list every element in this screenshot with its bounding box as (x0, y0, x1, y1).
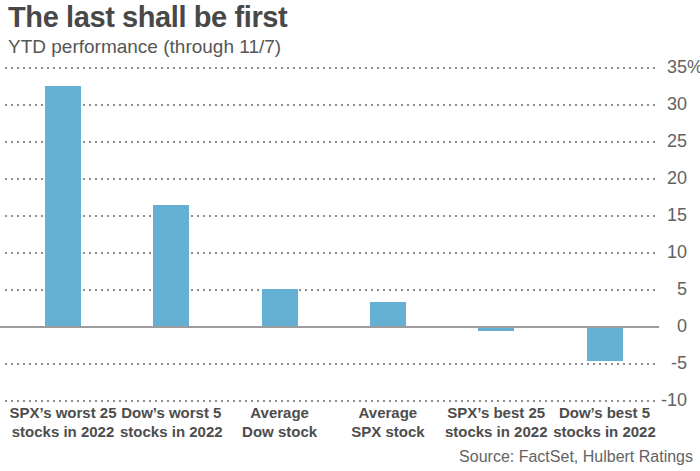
zero-axis-line (0, 326, 659, 328)
y-tick-label: 30 (667, 94, 687, 115)
plot-area: 35%302520151050-5-10SPX’s worst 25stocks… (0, 0, 700, 471)
y-tick-label: 35% (667, 57, 687, 78)
source-credit: Source: FactSet, Hulbert Ratings (459, 448, 693, 466)
category-label-line: Average (326, 403, 450, 422)
category-label: AverageSPX stock (326, 403, 450, 441)
y-tick-label: 15 (667, 205, 687, 226)
gridline (5, 400, 658, 402)
chart-card: The last shall be first YTD performance … (0, 0, 700, 471)
bar (153, 205, 189, 327)
category-label: AverageDow stock (218, 403, 342, 441)
gridline (5, 363, 658, 365)
bar (587, 327, 623, 361)
category-label-line: stocks in 2022 (543, 422, 667, 441)
category-label-line: Dow stock (218, 422, 342, 441)
category-label-line: SPX’s best 25 (434, 403, 558, 422)
gridline (5, 104, 658, 106)
gridline (5, 141, 658, 143)
gridline (5, 178, 658, 180)
category-label-line: Dow’s best 5 (543, 403, 667, 422)
y-tick-label: 20 (667, 168, 687, 189)
bar (262, 289, 298, 327)
gridline (5, 67, 658, 69)
y-tick-label: -5 (671, 353, 687, 374)
category-label-line: Average (218, 403, 342, 422)
category-label: SPX’s worst 25stocks in 2022 (1, 403, 125, 441)
category-label-line: SPX’s worst 25 (1, 403, 125, 422)
category-label-line: stocks in 2022 (434, 422, 558, 441)
category-label-line: stocks in 2022 (1, 422, 125, 441)
category-label-line: stocks in 2022 (109, 422, 233, 441)
y-tick-label: 10 (667, 242, 687, 263)
y-tick-label: 0 (677, 316, 687, 337)
gridline (5, 215, 658, 217)
bar (45, 86, 81, 327)
gridline (5, 252, 658, 254)
y-tick-label: 25 (667, 131, 687, 152)
category-label: Dow’s worst 5stocks in 2022 (109, 403, 233, 441)
y-tick-label: 5 (677, 279, 687, 300)
category-label: SPX’s best 25stocks in 2022 (434, 403, 558, 441)
category-label-line: SPX stock (326, 422, 450, 441)
y-axis-unit: % (687, 57, 700, 78)
bar (370, 302, 406, 327)
gridline (5, 289, 658, 291)
category-label: Dow’s best 5stocks in 2022 (543, 403, 667, 441)
category-label-line: Dow’s worst 5 (109, 403, 233, 422)
